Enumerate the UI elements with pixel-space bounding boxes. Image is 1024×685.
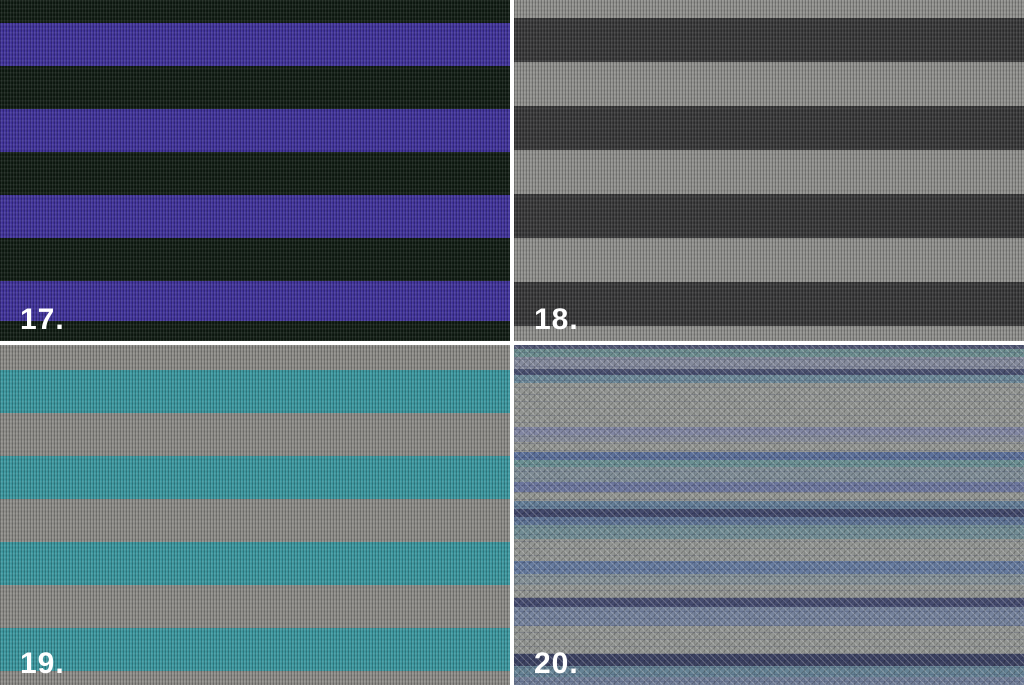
swatch-number-label: 20. <box>534 647 579 680</box>
fabric-swatch-20: 20. <box>514 345 1024 685</box>
swatch-number-label: 18. <box>534 303 579 336</box>
fabric-swatch-17: 17. <box>0 0 510 341</box>
swatch-number-label: 17. <box>20 303 65 336</box>
fabric-swatch-18: 18. <box>514 0 1024 341</box>
fabric-swatch-19: 19. <box>0 345 510 685</box>
swatch-number-label: 19. <box>20 647 65 680</box>
